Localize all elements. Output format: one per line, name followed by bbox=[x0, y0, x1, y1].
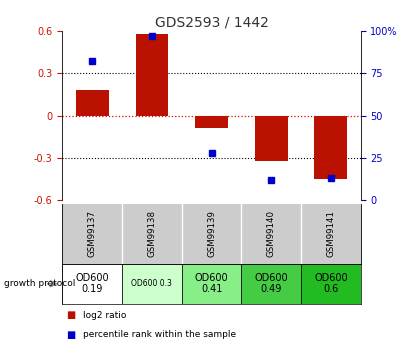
Bar bbox=[301, 264, 361, 304]
Bar bbox=[255, 116, 288, 161]
Bar bbox=[135, 34, 168, 116]
Text: GSM99139: GSM99139 bbox=[207, 210, 216, 257]
Text: GSM99141: GSM99141 bbox=[326, 210, 335, 257]
Text: OD600
0.41: OD600 0.41 bbox=[195, 273, 229, 294]
Bar bbox=[76, 90, 109, 116]
Text: GSM99140: GSM99140 bbox=[267, 210, 276, 257]
Bar bbox=[195, 116, 228, 128]
Text: GSM99137: GSM99137 bbox=[88, 210, 97, 257]
Text: percentile rank within the sample: percentile rank within the sample bbox=[83, 330, 236, 339]
Bar bbox=[62, 264, 122, 304]
Bar bbox=[122, 264, 182, 304]
Bar bbox=[314, 116, 347, 179]
Text: OD600
0.6: OD600 0.6 bbox=[314, 273, 348, 294]
Text: GSM99138: GSM99138 bbox=[147, 210, 156, 257]
Text: growth protocol: growth protocol bbox=[4, 279, 75, 288]
Text: log2 ratio: log2 ratio bbox=[83, 311, 126, 320]
Bar bbox=[241, 264, 301, 304]
Text: OD600 0.3: OD600 0.3 bbox=[131, 279, 172, 288]
Text: ■: ■ bbox=[66, 310, 76, 320]
Title: GDS2593 / 1442: GDS2593 / 1442 bbox=[155, 16, 268, 30]
Text: OD600
0.49: OD600 0.49 bbox=[254, 273, 288, 294]
Bar bbox=[182, 264, 241, 304]
Text: OD600
0.19: OD600 0.19 bbox=[75, 273, 109, 294]
Text: ■: ■ bbox=[66, 330, 76, 339]
